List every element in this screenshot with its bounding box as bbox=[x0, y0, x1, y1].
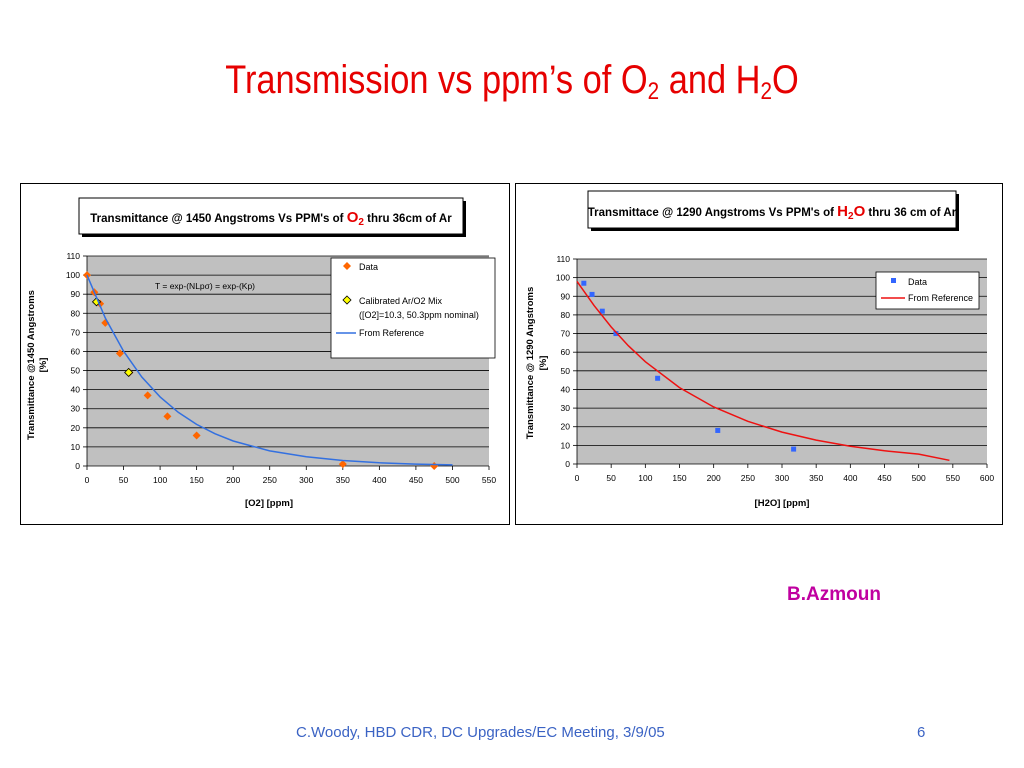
reference-curve bbox=[576, 280, 950, 462]
x-tick-label: 200 bbox=[707, 473, 721, 483]
slide-title: Transmission vs ppm’s of O2 and H2O bbox=[72, 58, 953, 106]
y-tick-label: 80 bbox=[561, 310, 571, 320]
data-point bbox=[581, 280, 587, 286]
data-point bbox=[124, 367, 134, 378]
legend-reference-label: From Reference bbox=[908, 293, 973, 303]
data-point bbox=[83, 271, 91, 280]
data-point bbox=[655, 375, 661, 381]
legend: Data Calibrated Ar/O2 Mix ([O2]=10.3, 50… bbox=[330, 257, 496, 359]
data-point bbox=[715, 427, 721, 433]
author-name: B.Azmoun bbox=[787, 584, 881, 605]
y-tick-label: 80 bbox=[71, 308, 81, 318]
h2o-transmittance-chart: Transmittace @ 1290 Angstroms Vs PPM's o… bbox=[515, 183, 1003, 525]
data-point bbox=[163, 412, 172, 421]
data-point bbox=[96, 299, 105, 308]
footer-text: C.Woody, HBD CDR, DC Upgrades/EC Meeting… bbox=[296, 724, 665, 741]
o2-transmittance-chart: Transmittance @ 1450 Angstroms Vs PPM's … bbox=[20, 183, 510, 525]
chart-title: Transmittace @ 1290 Angstroms Vs PPM's o… bbox=[588, 203, 957, 222]
legend-calibrated-marker bbox=[342, 295, 352, 305]
data-point bbox=[613, 331, 619, 337]
y-axis-label: Transmittance @ 1290 Angstroms bbox=[525, 287, 536, 440]
page-number: 6 bbox=[917, 724, 926, 741]
reference-curve bbox=[86, 274, 453, 466]
y-tick-label: 90 bbox=[561, 291, 571, 301]
y-tick-label: 60 bbox=[561, 347, 571, 357]
data-point bbox=[192, 431, 201, 440]
y-tick-label: 0 bbox=[565, 459, 570, 469]
legend-data-label: Data bbox=[908, 277, 927, 287]
x-tick-label: 50 bbox=[119, 475, 129, 485]
y-tick-label: 70 bbox=[561, 329, 571, 339]
y-axis-label-unit: [%] bbox=[38, 358, 49, 373]
x-tick-label: 100 bbox=[638, 473, 652, 483]
x-tick-label: 400 bbox=[372, 475, 386, 485]
x-tick-label: 0 bbox=[85, 475, 90, 485]
x-tick-label: 50 bbox=[606, 473, 616, 483]
y-tick-label: 100 bbox=[556, 273, 570, 283]
y-tick-label: 70 bbox=[71, 327, 81, 337]
data-point bbox=[115, 349, 124, 358]
x-tick-label: 350 bbox=[809, 473, 823, 483]
y-axis-label: Transmittance @1450 Angstroms bbox=[26, 290, 37, 440]
title-subscript-2: 2 bbox=[760, 78, 773, 105]
legend-reference-label: From Reference bbox=[359, 328, 424, 338]
legend-calibrated-note: ([O2]=10.3, 50.3ppm nominal) bbox=[359, 310, 479, 320]
data-point bbox=[589, 291, 595, 297]
legend-data-label: Data bbox=[359, 262, 378, 272]
x-tick-label: 150 bbox=[672, 473, 686, 483]
data-point bbox=[338, 460, 347, 469]
title-text-mid: and H bbox=[659, 58, 761, 102]
x-tick-label: 200 bbox=[226, 475, 240, 485]
y-tick-label: 100 bbox=[66, 270, 80, 280]
x-tick-label: 150 bbox=[190, 475, 204, 485]
x-tick-label: 400 bbox=[843, 473, 857, 483]
title-subscript: 2 bbox=[647, 78, 660, 105]
y-tick-label: 110 bbox=[66, 251, 80, 261]
data-point bbox=[143, 391, 152, 400]
x-tick-label: 550 bbox=[482, 475, 496, 485]
title-text-end: O bbox=[772, 58, 799, 102]
x-tick-label: 250 bbox=[741, 473, 755, 483]
x-tick-label: 300 bbox=[299, 475, 313, 485]
legend: Data From Reference bbox=[875, 271, 980, 310]
y-axis-label-unit: [%] bbox=[538, 356, 549, 371]
y-tick-label: 10 bbox=[71, 442, 81, 452]
formula-box bbox=[140, 279, 270, 293]
y-tick-label: 50 bbox=[71, 366, 81, 376]
y-tick-label: 110 bbox=[556, 254, 570, 264]
y-tick-label: 90 bbox=[71, 289, 81, 299]
legend-data-marker bbox=[343, 262, 351, 270]
y-tick-label: 30 bbox=[561, 403, 571, 413]
x-tick-label: 100 bbox=[153, 475, 167, 485]
y-tick-label: 40 bbox=[561, 384, 571, 394]
x-tick-label: 550 bbox=[946, 473, 960, 483]
y-tick-label: 20 bbox=[71, 423, 81, 433]
x-tick-label: 450 bbox=[877, 473, 891, 483]
x-tick-label: 300 bbox=[775, 473, 789, 483]
x-tick-label: 500 bbox=[912, 473, 926, 483]
y-tick-label: 0 bbox=[75, 461, 80, 471]
x-tick-label: 600 bbox=[980, 473, 994, 483]
x-tick-label: 500 bbox=[445, 475, 459, 485]
y-tick-label: 40 bbox=[71, 385, 81, 395]
x-tick-label: 450 bbox=[409, 475, 423, 485]
y-tick-label: 50 bbox=[561, 366, 571, 376]
formula-annotation: T = exp-(NLpσ) = exp-(Kp) bbox=[155, 281, 255, 291]
x-axis-label: [O2] [ppm] bbox=[245, 498, 293, 509]
chart-title: Transmittance @ 1450 Angstroms Vs PPM's … bbox=[90, 209, 452, 228]
y-tick-label: 20 bbox=[561, 422, 571, 432]
x-tick-label: 350 bbox=[336, 475, 350, 485]
legend-data-marker bbox=[891, 278, 896, 283]
x-axis-label: [H2O] [ppm] bbox=[755, 498, 810, 509]
y-tick-label: 30 bbox=[71, 404, 81, 414]
x-tick-label: 250 bbox=[263, 475, 277, 485]
title-text: Transmission vs ppm’s of O bbox=[225, 58, 648, 102]
x-tick-label: 0 bbox=[575, 473, 580, 483]
data-point bbox=[791, 446, 797, 452]
y-tick-label: 60 bbox=[71, 346, 81, 356]
data-point bbox=[599, 308, 605, 314]
y-tick-label: 10 bbox=[561, 440, 571, 450]
legend-calibrated-label: Calibrated Ar/O2 Mix bbox=[359, 296, 443, 306]
